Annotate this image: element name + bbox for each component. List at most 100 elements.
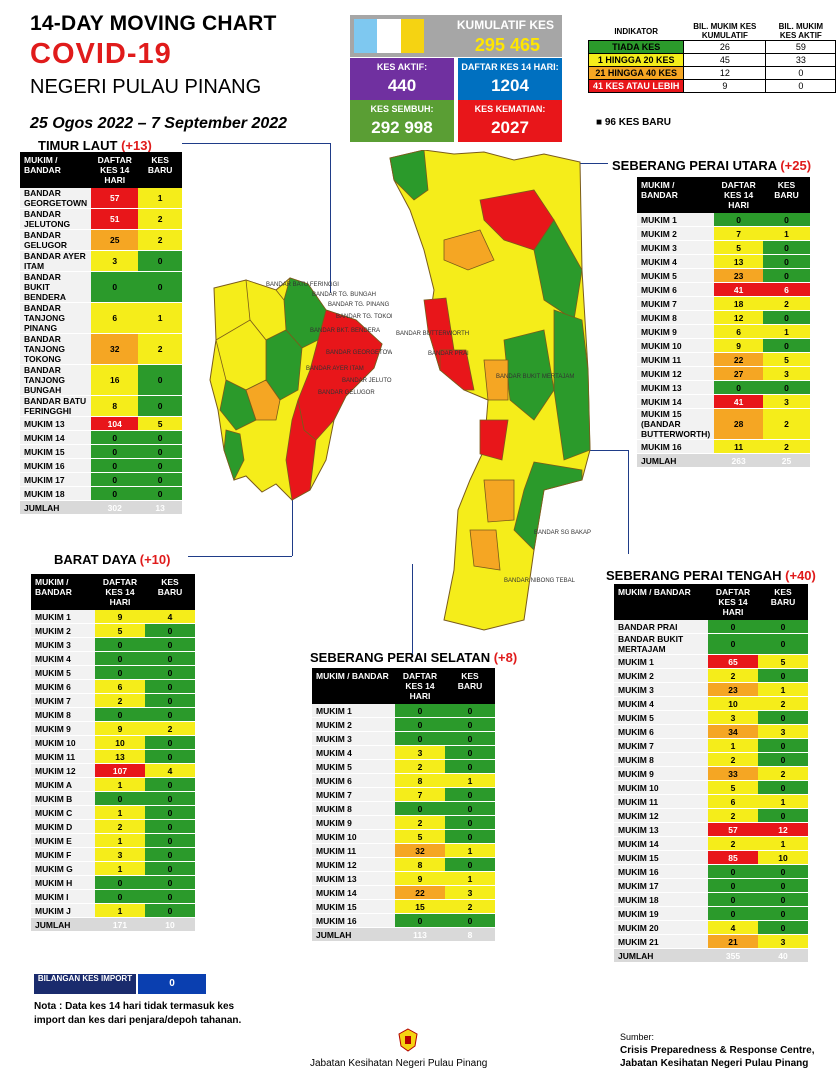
daftar-value: 0 [708, 633, 758, 655]
indicator-aktif-header: BIL. MUKIM KES AKTIF [778, 22, 824, 40]
column-header-daftar: DAFTAR KES 14 HARI [714, 177, 763, 213]
map-label-tg-tokong: BANDAR TG. TOKONG [336, 314, 392, 320]
daftar-value: 0 [91, 430, 139, 445]
mukim-name: MUKIM 7 [312, 787, 395, 802]
indicator-aktif-value: 0 [765, 79, 837, 93]
baru-value: 3 [445, 885, 495, 900]
baru-value: 0 [145, 749, 195, 764]
total-label: JUMLAH [614, 948, 708, 963]
mukim-name: MUKIM 2 [614, 668, 708, 683]
region-spt-mukim-6 [483, 359, 509, 401]
baru-value: 0 [138, 364, 182, 396]
mukim-name: MUKIM 6 [614, 724, 708, 739]
daftar-value: 0 [714, 380, 763, 395]
mukim-name: MUKIM 5 [637, 268, 715, 283]
mukim-name: MUKIM 15 [312, 899, 395, 914]
daftar-value: 1 [95, 833, 145, 848]
baru-value: 0 [758, 752, 808, 767]
daftar-value: 0 [708, 906, 758, 921]
mukim-name: MUKIM 13 [312, 871, 395, 886]
mukim-name: MUKIM 13 [637, 380, 715, 395]
daftar-value: 32 [395, 843, 445, 858]
baru-value: 0 [445, 704, 495, 718]
chart-title-line3: NEGERI PULAU PINANG [30, 76, 262, 98]
mukim-name: MUKIM 8 [312, 801, 395, 816]
baru-value: 12 [758, 822, 808, 837]
table-row: MUKIM 9 33 2 [614, 766, 808, 781]
mukim-name: MUKIM 18 [20, 486, 92, 501]
daftar-value: 8 [395, 857, 445, 872]
daftar-value: 0 [95, 791, 145, 806]
region-mukim-12 [285, 399, 317, 501]
mukim-name: MUKIM 3 [312, 731, 395, 746]
table-row: MUKIM 12 107 4 [31, 763, 195, 778]
column-header-daftar: DAFTAR KES 14 HARI [395, 668, 445, 704]
region-mukim-b [219, 379, 257, 431]
table-total-row: JUMLAH 171 10 [31, 917, 195, 932]
daftar-value: 2 [395, 815, 445, 830]
baru-value: 0 [145, 903, 195, 918]
daftar-value: 0 [714, 213, 763, 227]
section-delta: (+8) [493, 650, 518, 665]
daftar-value: 6 [714, 324, 763, 339]
indicator-kumulatif-header: BIL. MUKIM KES KUMULATIF [693, 22, 757, 40]
daftar-value: 2 [395, 759, 445, 774]
column-header-mukim: MUKIM / BANDAR [637, 177, 715, 213]
map-mainland: BANDAR BUTTERWORTH BANDAR PRAI BANDAR BU… [389, 150, 591, 631]
mukim-name: MUKIM 6 [31, 679, 95, 694]
daftar-value: 8 [91, 395, 139, 417]
daftar-value: 1 [95, 777, 145, 792]
baru-value: 2 [138, 333, 182, 365]
import-box: BILANGAN KES IMPORT 0 [34, 974, 206, 994]
daftar-box: DAFTAR KES 14 HARI: 1204 [458, 58, 562, 100]
mukim-name: MUKIM 5 [614, 710, 708, 725]
leader-line [330, 143, 331, 293]
section-delta: (+40) [785, 568, 816, 583]
mukim-name: MUKIM A [31, 777, 95, 792]
daftar-value: 6 [91, 302, 139, 334]
daftar-value: 15 [395, 899, 445, 914]
baru-value: 2 [145, 721, 195, 736]
daftar-value: 2 [95, 693, 145, 708]
daftar-value: 18 [714, 296, 763, 311]
daftar-value: 0 [395, 731, 445, 746]
daftar-value: 0 [708, 892, 758, 907]
section-name: BARAT DAYA [54, 552, 137, 567]
table-row: MUKIM 21 21 3 [614, 934, 808, 949]
daftar-value: 0 [708, 864, 758, 879]
map-label-jelutong: BANDAR JELUTONG [342, 378, 392, 384]
daftar-value: 1 [95, 903, 145, 918]
daftar-value: 1 [95, 805, 145, 820]
mukim-name: MUKIM 7 [637, 296, 715, 311]
new-cases-note: ■ 96 KES BARU [596, 117, 671, 128]
table-spt: MUKIM / BANDAR DAFTAR KES 14 HARI KES BARU… [614, 584, 808, 963]
mukim-name: MUKIM 14 [637, 394, 715, 409]
baru-value: 0 [758, 808, 808, 823]
baru-value: 0 [762, 268, 810, 283]
total-daftar: 302 [91, 500, 139, 515]
table-row: MUKIM 14 41 3 [637, 394, 810, 409]
daftar-value: 57 [708, 822, 758, 837]
daftar-value: 9 [395, 871, 445, 886]
baru-value: 0 [138, 444, 182, 459]
daftar-value: 41 [714, 282, 763, 297]
daftar-value: 23 [714, 268, 763, 283]
mukim-name: MUKIM 6 [637, 282, 715, 297]
chart-title-line2: COVID-19 [30, 38, 172, 70]
mukim-name: MUKIM 8 [31, 707, 95, 722]
daftar-value: 5 [95, 623, 145, 638]
table-row: MUKIM 20 4 0 [614, 920, 808, 935]
baru-value: 1 [762, 226, 810, 241]
mukim-name: MUKIM 14 [614, 836, 708, 851]
section-name: SEBERANG PERAI SELATAN [310, 650, 491, 665]
mukim-name: BANDAR PRAI [614, 620, 708, 634]
table-row: MUKIM 19 0 0 [614, 906, 808, 921]
